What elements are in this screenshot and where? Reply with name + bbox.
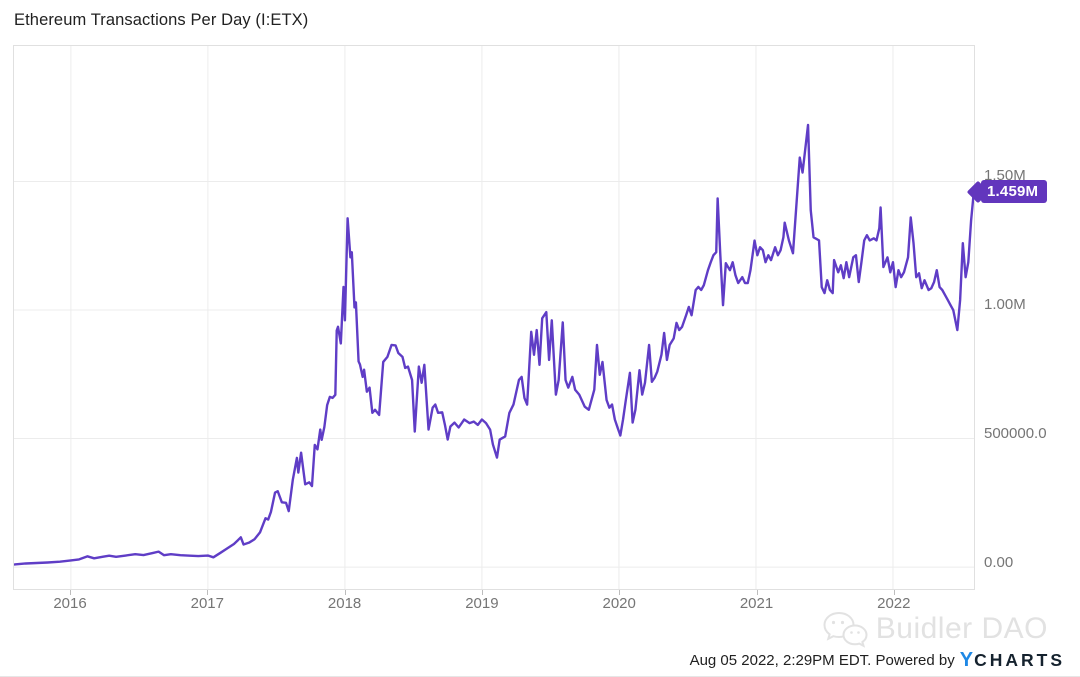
x-axis-tick [893, 590, 895, 595]
ycharts-logo: Y CHARTS [960, 649, 1065, 672]
ycharts-logo-charts: CHARTS [974, 650, 1065, 670]
chart-title: Ethereum Transactions Per Day (I:ETX) [14, 11, 309, 29]
y-axis-label: 1.00M [984, 296, 1026, 313]
x-axis-label: 2019 [465, 595, 499, 612]
gridlines [14, 46, 974, 589]
watermark-text: Buidler DAO [875, 612, 1048, 645]
x-axis-tick [481, 590, 483, 595]
x-axis-label: 2022 [877, 595, 911, 612]
x-axis-tick [344, 590, 346, 595]
watermark: Buidler DAO [822, 610, 1048, 648]
y-axis-label: 1.50M [984, 167, 1026, 184]
x-axis-label: 2021 [739, 595, 774, 612]
x-axis-label: 2020 [602, 595, 636, 612]
ycharts-logo-y: Y [959, 649, 975, 671]
chart-canvas [14, 46, 974, 589]
footer-timestamp: Aug 05 2022, 2:29PM EDT. Powered by [689, 652, 955, 669]
x-axis-tick [70, 590, 71, 595]
y-axis-label: 500000.0 [984, 425, 1047, 442]
plot-area [13, 45, 975, 590]
y-axis-label: 0.00 [984, 554, 1014, 571]
badge-value-label: 1.459M [981, 180, 1048, 204]
x-axis-label: 2016 [53, 595, 87, 612]
x-axis-tick [207, 590, 209, 595]
x-axis-label: 2018 [327, 595, 362, 612]
x-axis-tick [756, 590, 758, 595]
buidler-dao-logo-icon [823, 611, 868, 648]
transactions-line-series [14, 123, 974, 566]
x-axis-label: 2017 [190, 595, 224, 612]
footer-attribution: Aug 05 2022, 2:29PM EDT. Powered by Y CHA… [690, 649, 1065, 672]
x-axis-tick [619, 590, 621, 595]
